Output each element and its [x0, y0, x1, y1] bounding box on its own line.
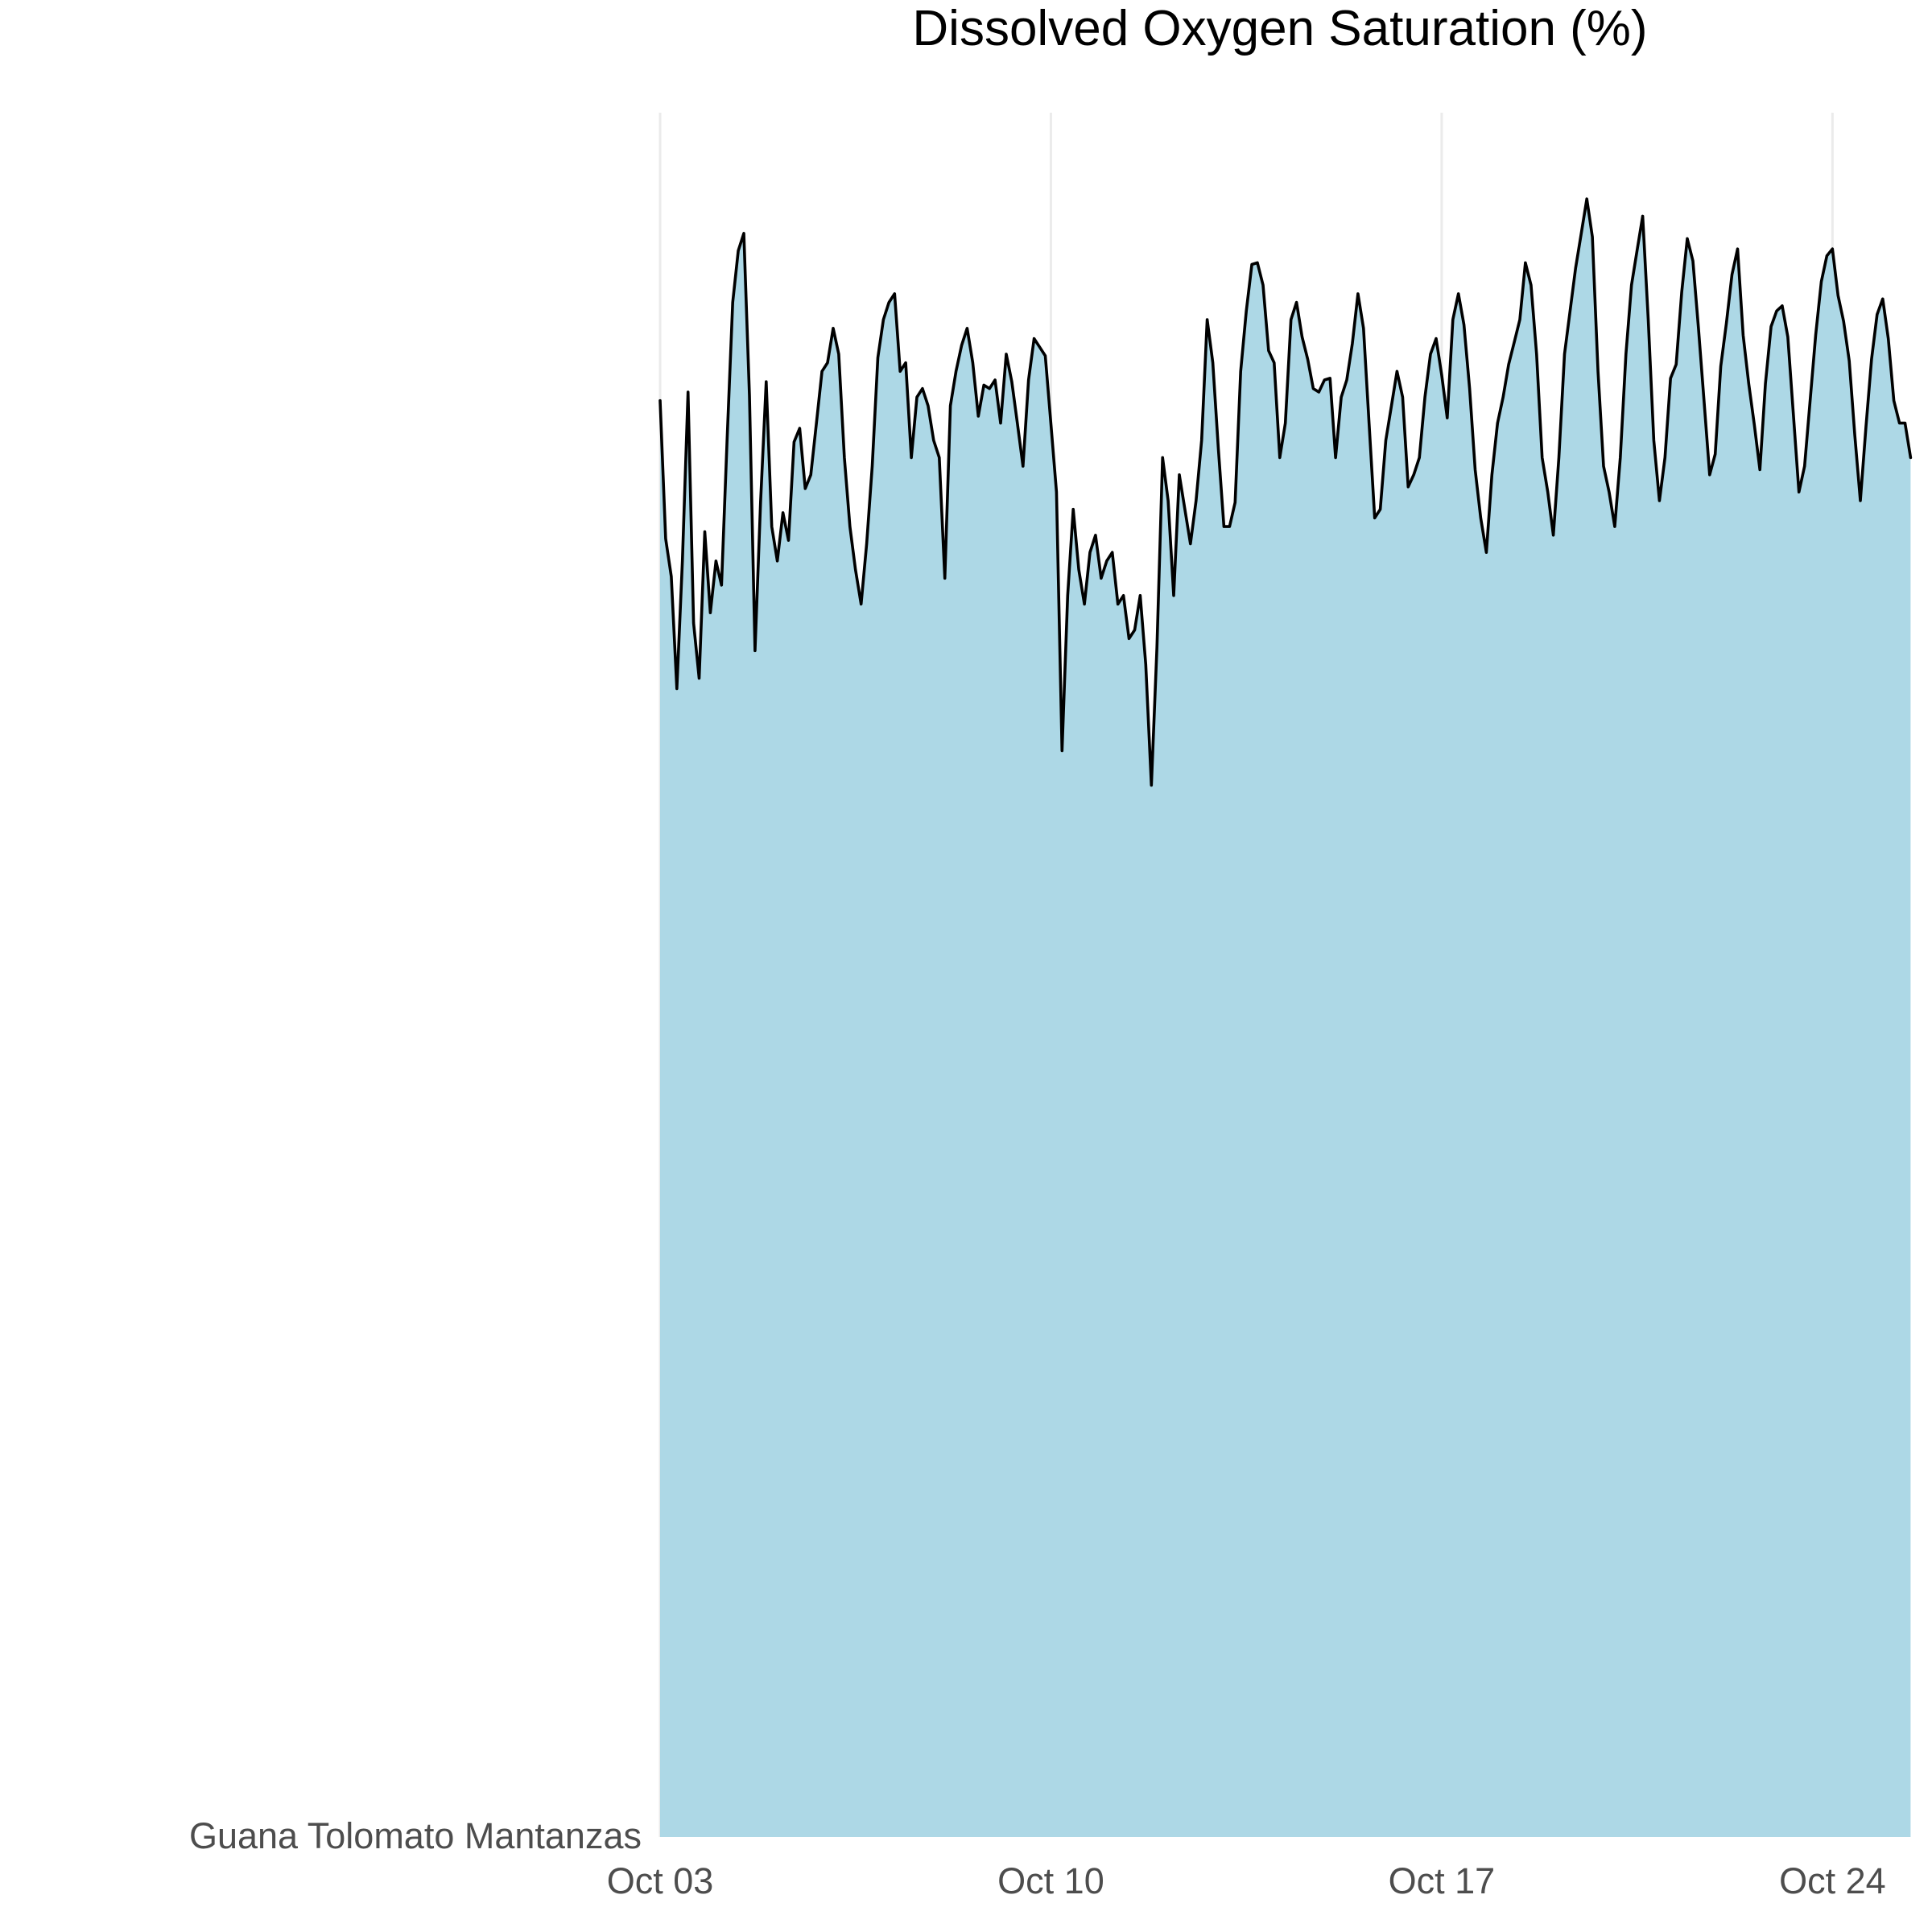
x-tick-label: Oct 03 — [607, 1860, 714, 1901]
oxygen-area-fill — [660, 199, 1911, 1838]
x-tick-label: Oct 24 — [1779, 1860, 1886, 1901]
x-tick-label: Oct 17 — [1389, 1860, 1496, 1901]
chart-title: Dissolved Oxygen Saturation (%) — [912, 1, 1647, 56]
row-label: Guana Tolomato Mantanzas — [189, 1815, 642, 1856]
x-axis-ticks: Oct 03 Oct 10 Oct 17 Oct 24 — [607, 1860, 1886, 1901]
oxygen-series-line — [658, 197, 1913, 787]
x-tick-label: Oct 10 — [997, 1860, 1104, 1901]
